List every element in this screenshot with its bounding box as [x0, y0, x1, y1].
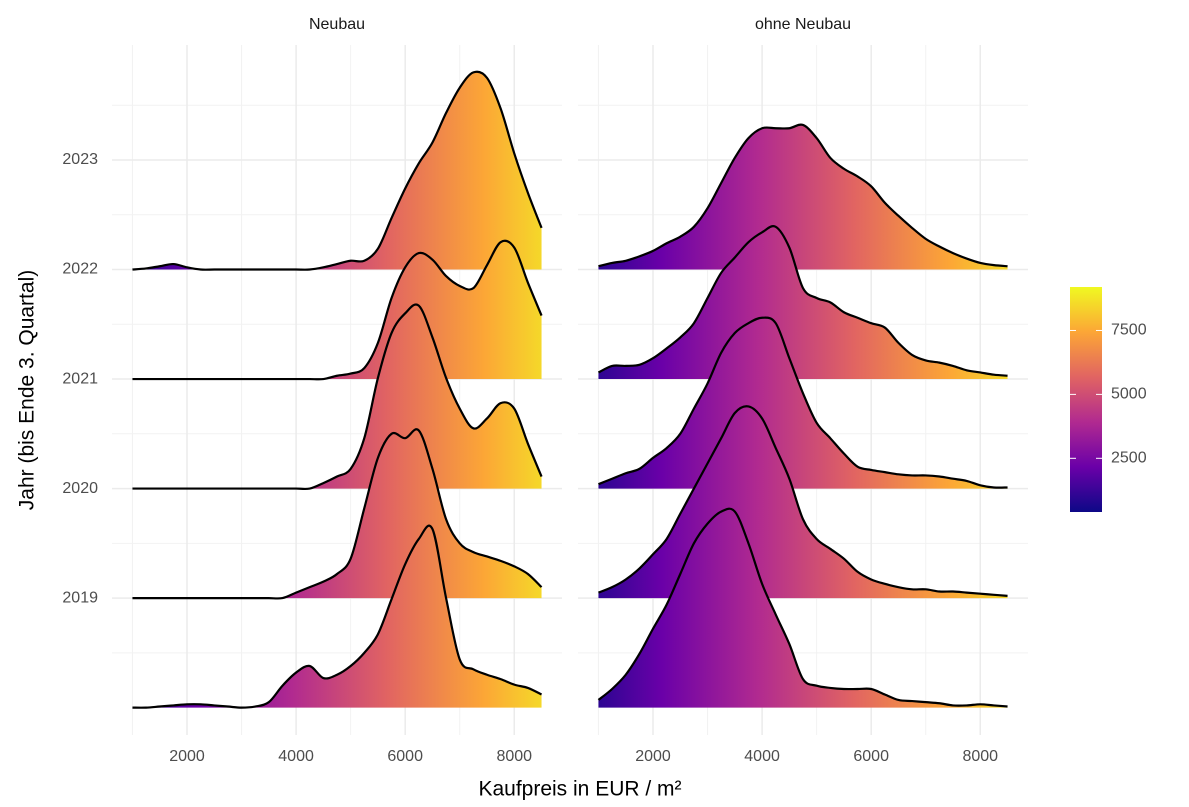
y-tick-label: 2021: [62, 370, 98, 387]
ridge-area: [598, 508, 1008, 708]
ridge-line: [132, 428, 543, 600]
facet-title: ohne Neubau: [755, 16, 851, 33]
ridge-line: [597, 225, 1008, 377]
ridge-line: [598, 405, 1008, 598]
y-tick-label: 2020: [62, 480, 98, 497]
ridge-area: [132, 240, 542, 380]
y-tick-label: 2023: [62, 151, 98, 168]
colorbar-label: 7500: [1111, 322, 1147, 339]
ridge-line: [598, 123, 1008, 268]
ridge-line: [597, 507, 1008, 708]
ridge-line: [132, 70, 543, 271]
ridge-area: [132, 525, 542, 708]
colorbar-label: 5000: [1111, 386, 1147, 403]
ridge-line: [132, 303, 543, 491]
ridge-area: [598, 226, 1008, 380]
x-axis-title: Kaufpreis in EUR / m²: [478, 778, 681, 801]
ridge-area: [132, 304, 542, 489]
ridge-line: [598, 316, 1008, 489]
x-tick-label: 4000: [278, 748, 314, 765]
ridge-line: [132, 524, 543, 709]
x-tick-label: 8000: [962, 748, 998, 765]
ridge-area: [598, 124, 1008, 270]
colorbar: [1070, 287, 1102, 512]
x-tick-label: 2000: [169, 748, 205, 765]
ridge-area: [598, 317, 1008, 489]
facet-title: Neubau: [309, 16, 365, 33]
x-tick-label: 4000: [744, 748, 780, 765]
x-tick-label: 6000: [853, 748, 889, 765]
y-axis-title: Jahr (bis Ende 3. Quartal): [16, 270, 39, 510]
x-tick-label: 2000: [635, 748, 671, 765]
x-tick-label: 6000: [387, 748, 423, 765]
y-tick-label: 2019: [62, 589, 98, 606]
y-tick-label: 2022: [62, 261, 98, 278]
x-tick-label: 8000: [496, 748, 532, 765]
colorbar-label: 2500: [1111, 450, 1147, 467]
ridge-line: [132, 239, 543, 381]
ridge-area: [132, 71, 542, 270]
